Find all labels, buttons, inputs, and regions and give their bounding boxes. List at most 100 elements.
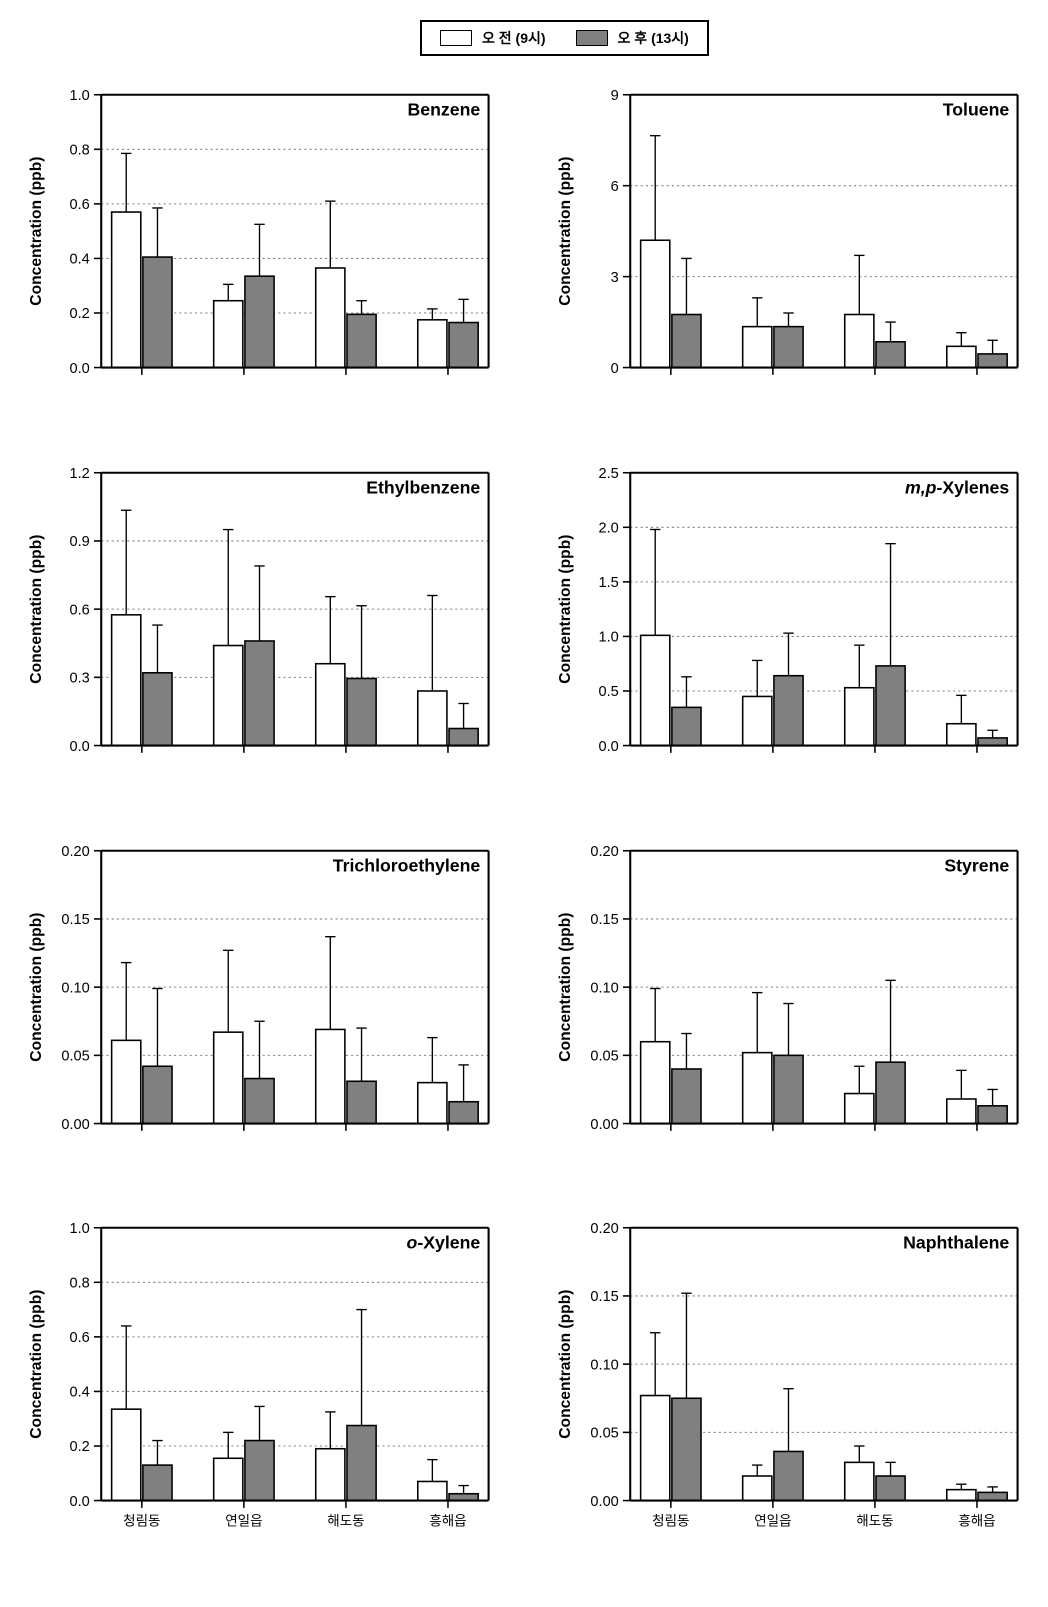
bar [316,1449,345,1501]
svg-text:0.20: 0.20 [590,844,618,860]
bar [672,315,701,368]
svg-text:0.00: 0.00 [61,1116,89,1132]
svg-text:Concentration (ppb): Concentration (ppb) [557,912,574,1061]
svg-text:0.0: 0.0 [70,361,90,377]
chart-naphthalene: 0.000.050.100.150.20청림동연일읍해도동흥해읍Concentr… [549,1209,1028,1587]
bar [774,1055,803,1123]
svg-text:0.6: 0.6 [70,1330,90,1346]
svg-text:0.15: 0.15 [590,912,618,928]
bar [316,268,345,368]
bar [418,691,447,746]
svg-text:Concentration (ppb): Concentration (ppb) [28,157,45,306]
svg-text:0.05: 0.05 [590,1048,618,1064]
bar [774,1452,803,1501]
bar [978,738,1007,746]
svg-text:0.6: 0.6 [70,197,90,213]
bar [112,212,141,368]
bar [947,346,976,367]
bar [672,1069,701,1124]
bar [245,1078,274,1123]
svg-text:해도동: 해도동 [327,1514,364,1529]
bar [245,1441,274,1501]
svg-text:Ethylbenzene: Ethylbenzene [366,477,480,497]
svg-text:청림동: 청림동 [652,1514,689,1529]
bar [316,1029,345,1123]
svg-text:0.4: 0.4 [70,1385,90,1401]
svg-text:Concentration (ppb): Concentration (ppb) [557,534,574,683]
svg-text:흥해읍: 흥해읍 [958,1514,995,1529]
bar [845,1093,874,1123]
svg-text:1.2: 1.2 [70,466,90,482]
bar [214,645,243,745]
bar [418,320,447,368]
svg-text:Styrene: Styrene [944,855,1009,875]
chart--xylenes: 0.00.51.01.52.02.5Concentration (ppb)m,p… [549,454,1028,807]
chart-toluene: 0369Concentration (ppb)Toluene [549,76,1028,429]
bar [418,1082,447,1123]
bar [743,327,772,368]
svg-text:2.0: 2.0 [599,520,619,536]
svg-text:0: 0 [611,361,619,377]
svg-text:0.15: 0.15 [61,912,89,928]
bar [347,314,376,367]
svg-text:0.00: 0.00 [590,1116,618,1132]
bar [947,1099,976,1124]
svg-text:0.4: 0.4 [70,252,90,268]
svg-text:1.5: 1.5 [599,575,619,591]
bar [143,673,172,746]
svg-text:0.20: 0.20 [590,1221,618,1237]
svg-text:흥해읍: 흥해읍 [429,1514,466,1529]
bar [774,327,803,368]
svg-text:0.6: 0.6 [70,602,90,618]
svg-text:3: 3 [611,270,619,286]
svg-text:0.15: 0.15 [590,1289,618,1305]
chart-styrene: 0.000.050.100.150.20Concentration (ppb)S… [549,832,1028,1185]
svg-text:0.0: 0.0 [599,739,619,755]
svg-text:0.2: 0.2 [70,306,90,322]
legend-swatch-morning [440,30,472,46]
bar [672,707,701,745]
svg-text:9: 9 [611,88,619,104]
svg-text:0.00: 0.00 [590,1494,618,1510]
bar [214,301,243,368]
svg-text:0.5: 0.5 [599,684,619,700]
svg-text:청림동: 청림동 [123,1514,160,1529]
chart-ethylbenzene: 0.00.30.60.91.2Concentration (ppb)Ethylb… [20,454,499,807]
bar [347,678,376,745]
charts-grid: 0.00.20.40.60.81.0Concentration (ppb)Ben… [20,76,1028,1587]
svg-text:Concentration (ppb): Concentration (ppb) [28,912,45,1061]
legend-item-morning: 오 전 (9시) [440,28,546,48]
bar [245,641,274,746]
bar [112,1410,141,1501]
bar [845,687,874,745]
bar [947,724,976,746]
bar [112,1040,141,1123]
bar [641,635,670,745]
bar [347,1426,376,1501]
bar [641,1041,670,1123]
bar [641,1396,670,1501]
bar [947,1490,976,1501]
bar [214,1032,243,1123]
bar [845,1463,874,1501]
svg-text:0.10: 0.10 [61,980,89,996]
svg-text:0.3: 0.3 [70,670,90,686]
svg-text:6: 6 [611,179,619,195]
bar [743,1052,772,1123]
svg-text:Concentration (ppb): Concentration (ppb) [557,157,574,306]
bar [112,615,141,746]
svg-text:0.05: 0.05 [61,1048,89,1064]
legend-label-afternoon: 오 후 (13시) [618,28,689,48]
chart-benzene: 0.00.20.40.60.81.0Concentration (ppb)Ben… [20,76,499,429]
svg-text:0.10: 0.10 [590,1358,618,1374]
bar [876,666,905,746]
svg-text:0.0: 0.0 [70,739,90,755]
svg-text:Trichloroethylene: Trichloroethylene [333,855,481,875]
svg-text:Naphthalene: Naphthalene [903,1233,1009,1253]
svg-text:Concentration (ppb): Concentration (ppb) [28,1290,45,1439]
svg-text:1.0: 1.0 [599,629,619,645]
svg-text:0.9: 0.9 [70,534,90,550]
svg-text:0.20: 0.20 [61,844,89,860]
bar [978,1493,1007,1501]
svg-text:연일읍: 연일읍 [754,1514,791,1529]
